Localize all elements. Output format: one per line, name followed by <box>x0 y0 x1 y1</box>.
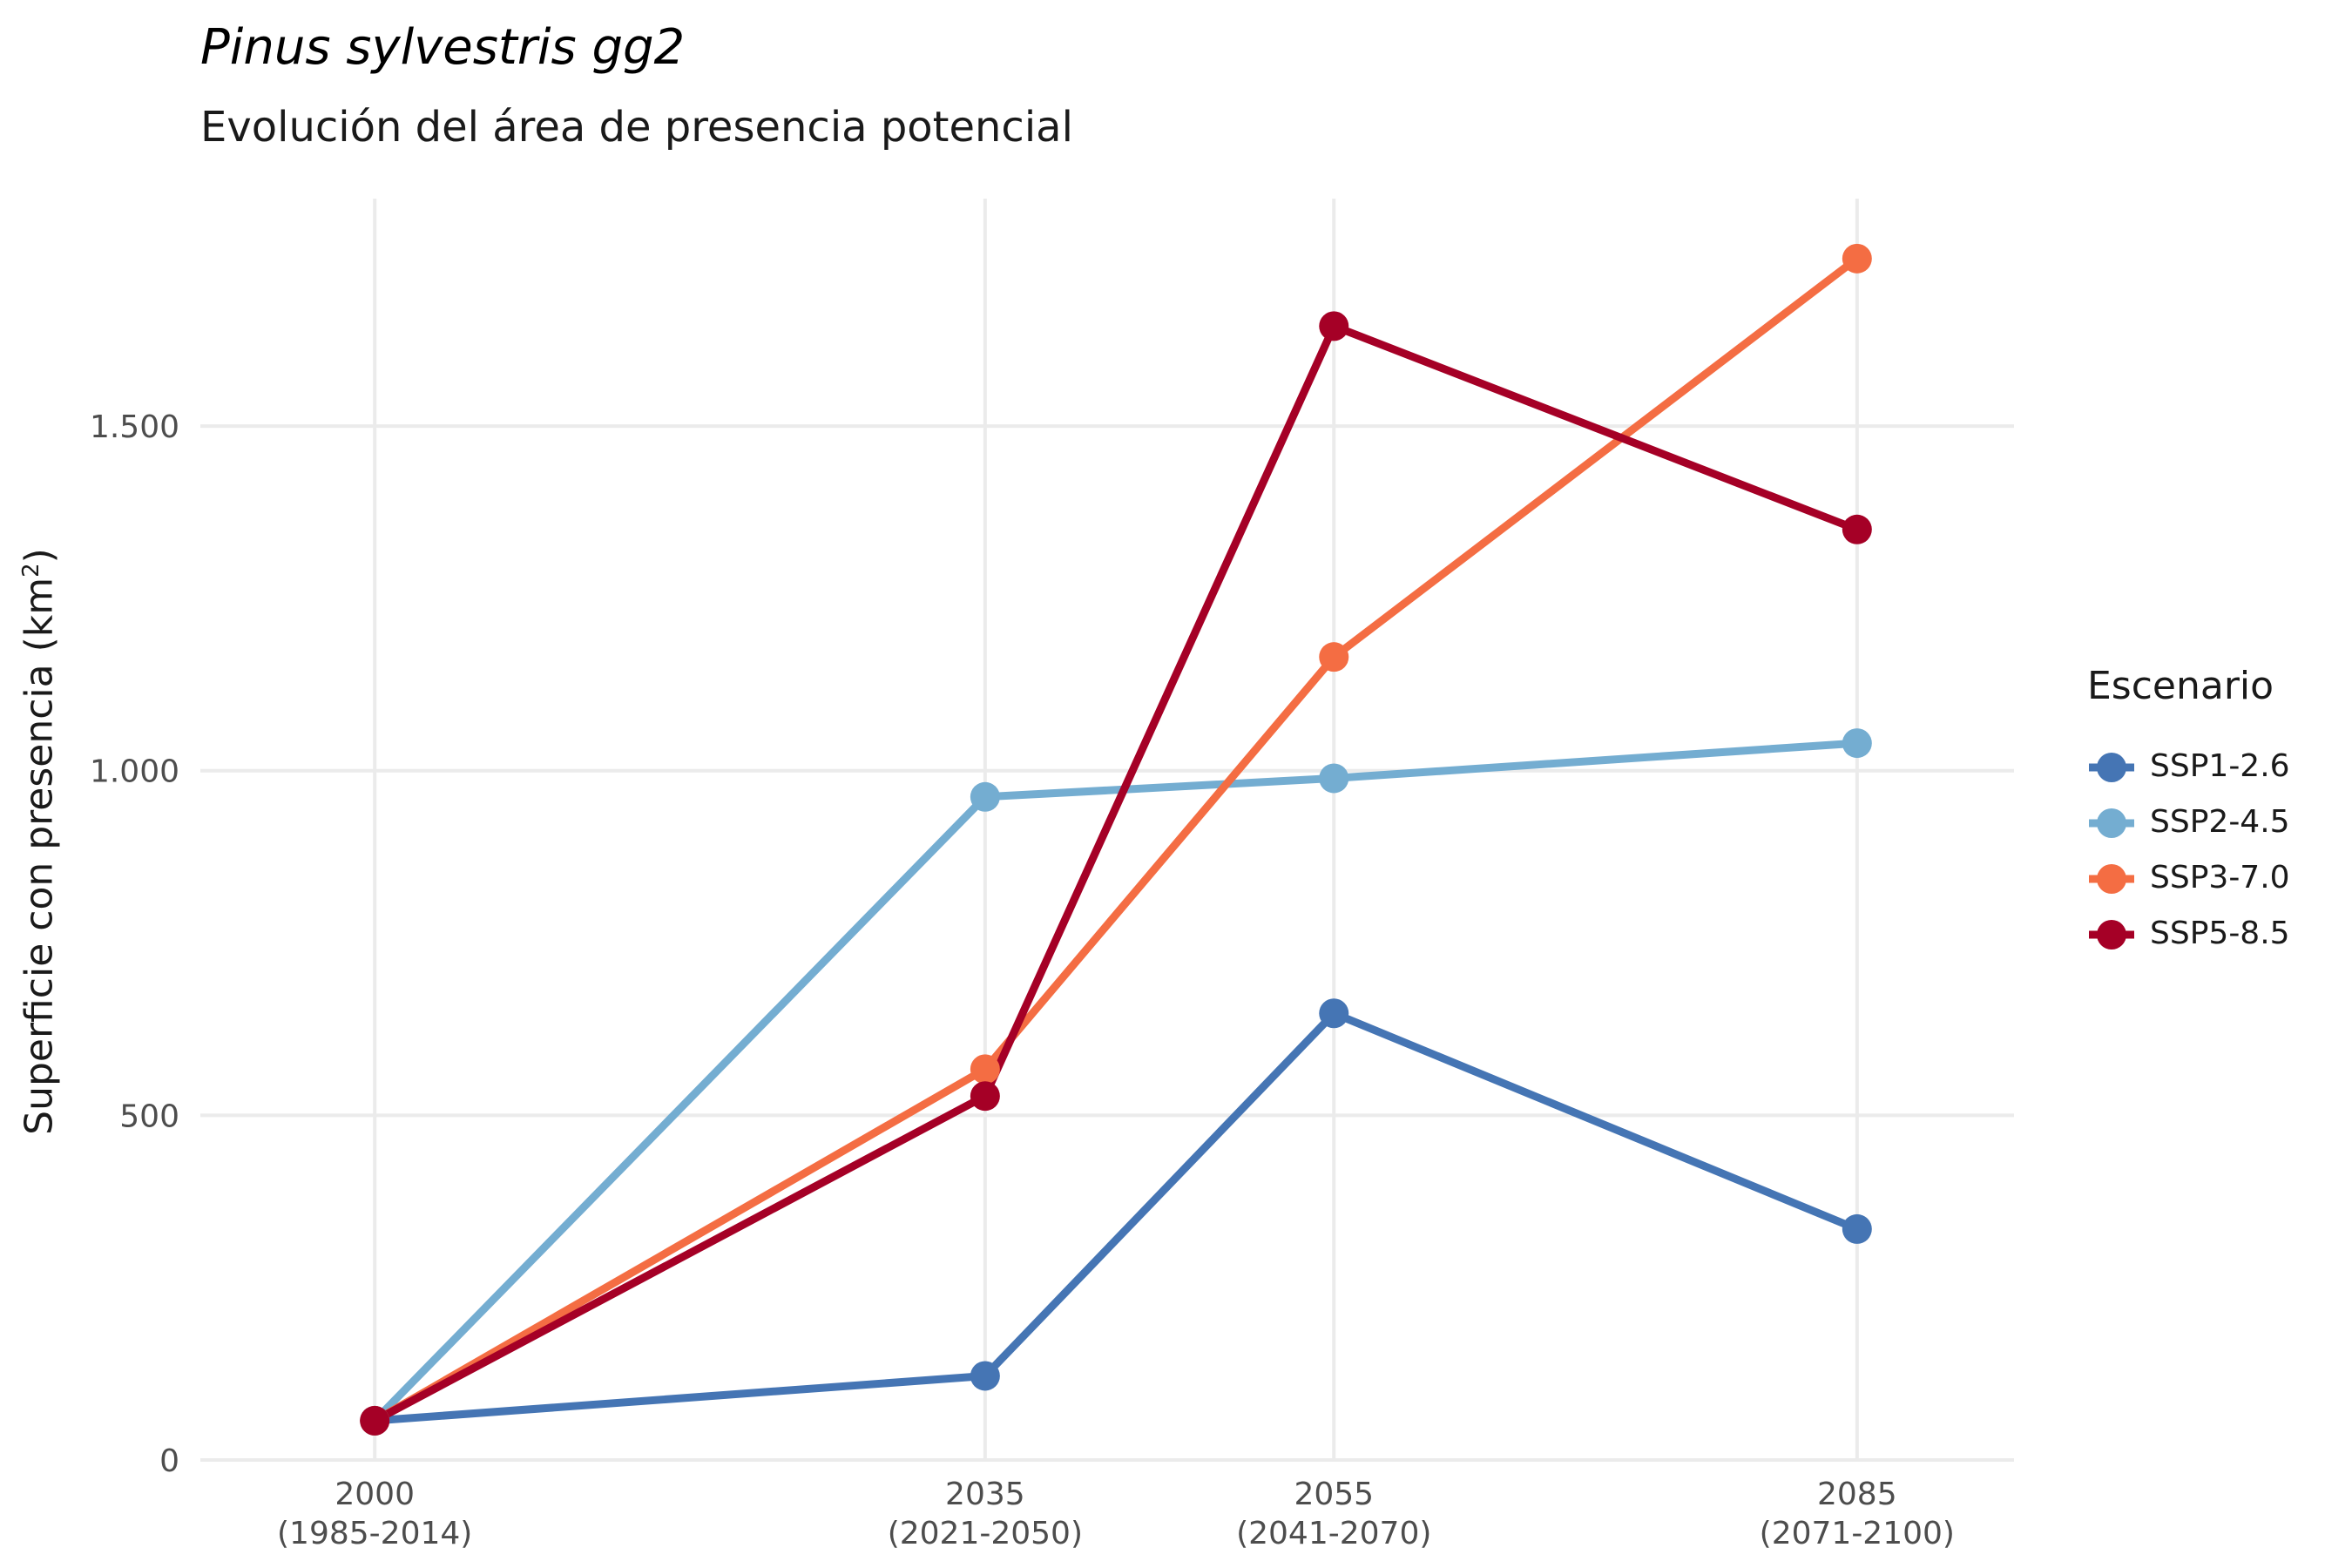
data-point-ssp5-8-5 <box>1842 514 1872 544</box>
x-tick-sublabel: (2041-2070) <box>1236 1516 1431 1551</box>
data-point-ssp2-4-5 <box>1842 728 1872 759</box>
data-point-ssp5-8-5 <box>360 1405 390 1436</box>
x-axis-ticks: 2000 (1985-2014) 2035 (2021-2050) 2055 (2041-… <box>277 1477 1955 1551</box>
data-point-ssp2-4-5 <box>970 781 1000 812</box>
legend-key <box>2089 753 2134 782</box>
legend-key-point <box>2097 753 2126 782</box>
data-point-ssp1-2-6 <box>970 1361 1000 1391</box>
x-tick-label: 2055 <box>1294 1477 1374 1512</box>
series-line-ssp1-2-6 <box>374 1009 1859 1425</box>
legend-item: SSP5-8.5 <box>2087 910 2340 959</box>
x-tick-label: 2085 <box>1817 1477 1897 1512</box>
y-axis-ticks: 0 500 1.000 1.500 <box>90 409 179 1479</box>
x-tick-sublabel: (2021-2050) <box>888 1516 1083 1551</box>
series-line-ssp2-4-5 <box>371 739 1858 1424</box>
legend-key-point <box>2097 808 2126 838</box>
legend-item: SSP3-7.0 <box>2087 855 2340 903</box>
legend-key <box>2089 920 2134 950</box>
series-line-ssp3-7-0 <box>372 255 1860 1424</box>
legend-key <box>2089 864 2134 894</box>
x-tick-sublabel: (1985-2014) <box>277 1516 472 1551</box>
series-line-ssp5-8-5 <box>373 321 1859 1424</box>
x-tick-sublabel: (2071-2100) <box>1760 1516 1955 1551</box>
series-points <box>360 243 1872 1436</box>
legend-label: SSP5-8.5 <box>2150 916 2290 951</box>
legend-label: SSP2-4.5 <box>2150 804 2290 840</box>
data-point-ssp5-8-5 <box>1319 311 1349 341</box>
data-point-ssp3-7-0 <box>970 1054 1000 1085</box>
y-tick-label: 1.500 <box>90 409 179 445</box>
chart-subtitle: Evolución del área de presencia potencia… <box>200 103 1073 152</box>
data-point-ssp2-4-5 <box>1319 763 1349 794</box>
y-tick-label: 0 <box>159 1443 179 1479</box>
data-point-ssp5-8-5 <box>970 1081 1000 1112</box>
data-point-ssp1-2-6 <box>1319 998 1349 1029</box>
series-lines <box>371 255 1860 1425</box>
x-tick-label: 2000 <box>335 1477 415 1512</box>
y-tick-label: 500 <box>119 1098 179 1134</box>
legend-label: SSP3-7.0 <box>2150 860 2290 896</box>
legend-key-point <box>2097 864 2126 894</box>
y-tick-label: 1.000 <box>90 754 179 790</box>
data-point-ssp3-7-0 <box>1319 642 1349 672</box>
grid <box>200 199 2014 1462</box>
legend-key-point <box>2097 920 2126 950</box>
legend-label: SSP1-2.6 <box>2150 748 2290 784</box>
data-point-ssp1-2-6 <box>1842 1213 1872 1244</box>
legend-item: SSP1-2.6 <box>2087 743 2340 792</box>
data-point-ssp3-7-0 <box>1842 243 1872 274</box>
legend-item: SSP2-4.5 <box>2087 799 2340 848</box>
chart-title: Pinus sylvestris gg2 <box>200 19 686 76</box>
legend-title: Escenario <box>2087 664 2274 708</box>
x-tick-label: 2035 <box>945 1477 1025 1512</box>
legend-key <box>2089 808 2134 838</box>
